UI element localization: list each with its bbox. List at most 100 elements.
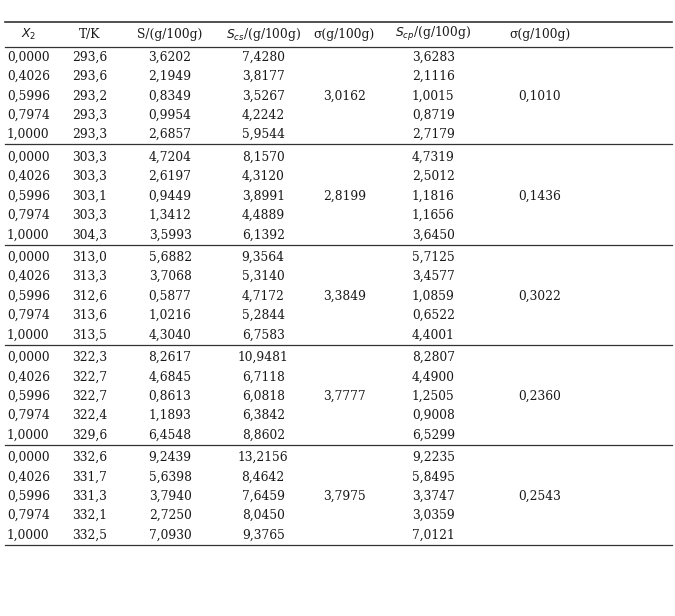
- Text: 0,4026: 0,4026: [7, 170, 50, 183]
- Text: 0,4026: 0,4026: [7, 370, 50, 383]
- Text: 0,2360: 0,2360: [518, 390, 562, 403]
- Text: 0,7974: 0,7974: [7, 509, 50, 522]
- Text: 3,3849: 3,3849: [323, 290, 366, 302]
- Text: 8,2617: 8,2617: [148, 351, 192, 364]
- Text: 303,3: 303,3: [72, 151, 107, 164]
- Text: 0,6522: 0,6522: [412, 309, 455, 322]
- Text: 0,5996: 0,5996: [7, 390, 50, 403]
- Text: 1,1816: 1,1816: [412, 190, 455, 203]
- Text: 3,5267: 3,5267: [242, 89, 285, 102]
- Text: 322,4: 322,4: [72, 409, 107, 422]
- Text: 2,6197: 2,6197: [148, 170, 192, 183]
- Text: 2,1949: 2,1949: [148, 70, 192, 83]
- Text: 13,2156: 13,2156: [238, 451, 289, 464]
- Text: 303,3: 303,3: [72, 209, 107, 222]
- Text: 1,0216: 1,0216: [148, 309, 192, 322]
- Text: 293,3: 293,3: [72, 128, 107, 141]
- Text: 1,0000: 1,0000: [7, 128, 50, 141]
- Text: 322,7: 322,7: [72, 390, 107, 403]
- Text: 0,0000: 0,0000: [7, 151, 50, 164]
- Text: 293,2: 293,2: [72, 89, 107, 102]
- Text: 3,7068: 3,7068: [148, 270, 192, 283]
- Text: 0,7974: 0,7974: [7, 309, 50, 322]
- Text: $S_{cp}$/(g/100g): $S_{cp}$/(g/100g): [395, 25, 472, 44]
- Text: 0,5996: 0,5996: [7, 89, 50, 102]
- Text: 1,0859: 1,0859: [412, 290, 455, 302]
- Text: 3,0359: 3,0359: [412, 509, 455, 522]
- Text: 0,9449: 0,9449: [148, 190, 192, 203]
- Text: 293,6: 293,6: [72, 51, 107, 63]
- Text: 6,3842: 6,3842: [242, 409, 285, 422]
- Text: 0,5996: 0,5996: [7, 490, 50, 503]
- Text: 331,7: 331,7: [72, 471, 107, 484]
- Text: 7,6459: 7,6459: [242, 490, 285, 503]
- Text: 4,2242: 4,2242: [242, 109, 285, 122]
- Text: 1,1893: 1,1893: [148, 409, 192, 422]
- Text: 2,1116: 2,1116: [412, 70, 455, 83]
- Text: 2,7250: 2,7250: [148, 509, 192, 522]
- Text: 293,6: 293,6: [72, 70, 107, 83]
- Text: 0,8349: 0,8349: [148, 89, 192, 102]
- Text: 1,2505: 1,2505: [412, 390, 455, 403]
- Text: 1,0000: 1,0000: [7, 229, 50, 241]
- Text: 3,7777: 3,7777: [323, 390, 366, 403]
- Text: 9,2439: 9,2439: [148, 451, 192, 464]
- Text: 5,7125: 5,7125: [412, 251, 455, 264]
- Text: 303,1: 303,1: [72, 190, 107, 203]
- Text: 9,3765: 9,3765: [242, 529, 285, 541]
- Text: 3,6450: 3,6450: [412, 229, 455, 241]
- Text: T/K: T/K: [79, 28, 101, 41]
- Text: $X_2$: $X_2$: [21, 27, 36, 42]
- Text: 0,4026: 0,4026: [7, 70, 50, 83]
- Text: 5,6882: 5,6882: [148, 251, 192, 264]
- Text: 0,4026: 0,4026: [7, 471, 50, 484]
- Text: 4,3120: 4,3120: [242, 170, 285, 183]
- Text: 331,3: 331,3: [72, 490, 107, 503]
- Text: 322,3: 322,3: [72, 351, 107, 364]
- Text: 7,0930: 7,0930: [148, 529, 192, 541]
- Text: $S_{cs}$/(g/100g): $S_{cs}$/(g/100g): [225, 26, 301, 43]
- Text: 3,5993: 3,5993: [148, 229, 192, 241]
- Text: 304,3: 304,3: [72, 229, 107, 241]
- Text: 6,7118: 6,7118: [242, 370, 285, 383]
- Text: 0,0000: 0,0000: [7, 351, 50, 364]
- Text: 0,7974: 0,7974: [7, 409, 50, 422]
- Text: 3,6283: 3,6283: [412, 51, 455, 63]
- Text: 0,9954: 0,9954: [148, 109, 192, 122]
- Text: 8,0450: 8,0450: [242, 509, 285, 522]
- Text: 4,7172: 4,7172: [242, 290, 285, 302]
- Text: 4,3040: 4,3040: [148, 328, 192, 341]
- Text: 0,1436: 0,1436: [518, 190, 562, 203]
- Text: 1,0015: 1,0015: [412, 89, 455, 102]
- Text: 0,5996: 0,5996: [7, 290, 50, 302]
- Text: 332,6: 332,6: [72, 451, 107, 464]
- Text: 0,0000: 0,0000: [7, 251, 50, 264]
- Text: 0,7974: 0,7974: [7, 209, 50, 222]
- Text: 8,4642: 8,4642: [242, 471, 285, 484]
- Text: 2,5012: 2,5012: [412, 170, 455, 183]
- Text: 303,3: 303,3: [72, 170, 107, 183]
- Text: 322,7: 322,7: [72, 370, 107, 383]
- Text: 313,0: 313,0: [72, 251, 107, 264]
- Text: 1,0000: 1,0000: [7, 328, 50, 341]
- Text: 6,5299: 6,5299: [412, 429, 455, 442]
- Text: 6,7583: 6,7583: [242, 328, 285, 341]
- Text: 0,5877: 0,5877: [148, 290, 192, 302]
- Text: 4,4889: 4,4889: [242, 209, 285, 222]
- Text: 312,6: 312,6: [72, 290, 107, 302]
- Text: σ(g/100g): σ(g/100g): [314, 28, 375, 41]
- Text: 0,8719: 0,8719: [412, 109, 455, 122]
- Text: 5,2844: 5,2844: [242, 309, 285, 322]
- Text: 2,7179: 2,7179: [412, 128, 455, 141]
- Text: 5,9544: 5,9544: [242, 128, 285, 141]
- Text: S/(g/100g): S/(g/100g): [138, 28, 202, 41]
- Text: 5,3140: 5,3140: [242, 270, 285, 283]
- Text: 6,4548: 6,4548: [148, 429, 192, 442]
- Text: 0,1010: 0,1010: [518, 89, 562, 102]
- Text: 3,4577: 3,4577: [412, 270, 455, 283]
- Text: 3,7940: 3,7940: [148, 490, 192, 503]
- Text: 3,0162: 3,0162: [323, 89, 366, 102]
- Text: 313,6: 313,6: [72, 309, 107, 322]
- Text: 0,8613: 0,8613: [148, 390, 192, 403]
- Text: 3,7975: 3,7975: [323, 490, 366, 503]
